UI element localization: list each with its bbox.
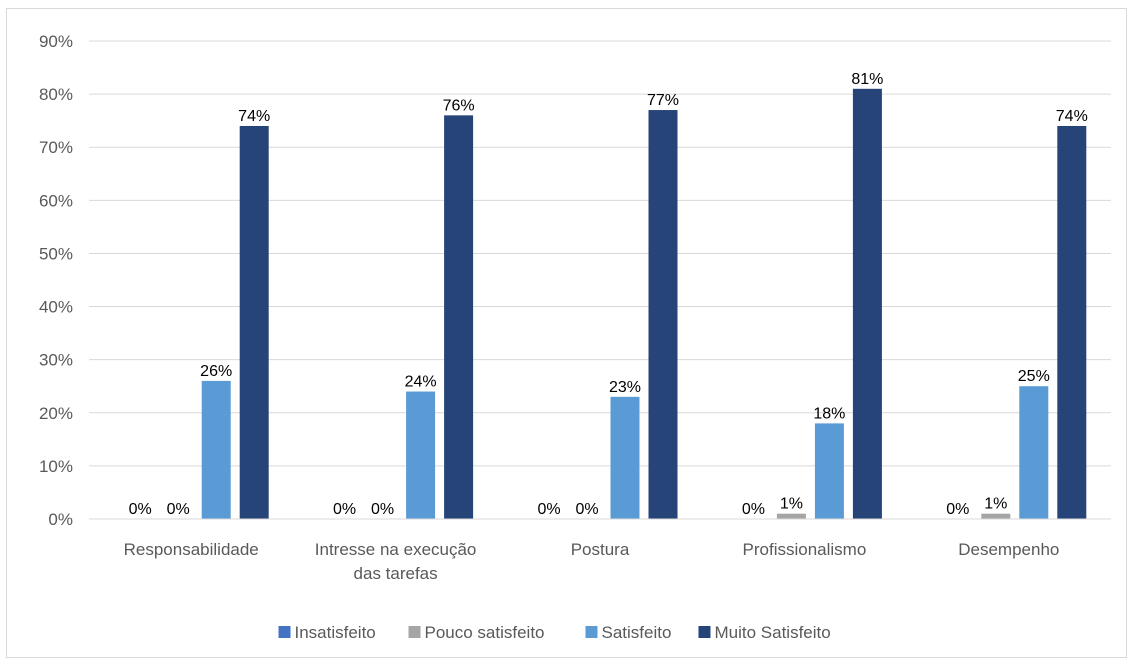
y-tick-label: 70% — [39, 138, 73, 157]
bar — [610, 396, 640, 519]
data-label: 18% — [813, 405, 845, 422]
y-tick-label: 0% — [48, 510, 73, 529]
bar — [648, 110, 678, 520]
x-category-label: Responsabilidade — [124, 540, 259, 559]
bar — [852, 88, 882, 520]
data-label: 0% — [537, 501, 560, 518]
legend-swatch — [408, 626, 421, 638]
x-category-label: Postura — [571, 540, 630, 559]
y-tick-label: 30% — [39, 351, 73, 370]
data-label: 1% — [984, 496, 1007, 513]
legend-swatch — [585, 626, 598, 638]
bar-chart: 0% 10% 20% 30% 40% 50% 60% 70% 80% 90% 0% 0% 26% 74% R… — [39, 32, 1111, 642]
data-label: 0% — [742, 501, 765, 518]
data-label: 23% — [609, 379, 641, 396]
y-tick-label: 90% — [39, 32, 73, 51]
data-label: 0% — [575, 501, 598, 518]
x-category-label: Intresse na execução — [315, 540, 477, 559]
y-tick-label: 20% — [39, 404, 73, 423]
bar — [814, 423, 844, 519]
data-label: 77% — [647, 92, 679, 109]
legend-label: Pouco satisfeito — [425, 623, 545, 642]
x-category-label: Profissionalismo — [743, 540, 867, 559]
data-label: 81% — [851, 71, 883, 88]
legend-swatch — [278, 626, 291, 638]
bar — [406, 391, 436, 519]
legend-label: Muito Satisfeito — [715, 623, 831, 642]
bar — [981, 513, 1011, 519]
bar — [1019, 386, 1049, 519]
y-tick-label: 40% — [39, 298, 73, 317]
data-label: 74% — [1056, 108, 1088, 125]
y-tick-label: 80% — [39, 85, 73, 104]
legend-swatch — [698, 626, 711, 638]
data-label: 1% — [780, 496, 803, 513]
legend-label: Insatisfeito — [295, 623, 376, 642]
data-label: 0% — [129, 501, 152, 518]
chart-frame: 0% 10% 20% 30% 40% 50% 60% 70% 80% 90% 0% 0% 26% 74% R… — [6, 8, 1127, 658]
bar — [201, 380, 231, 519]
data-label: 0% — [371, 501, 394, 518]
bar — [444, 115, 474, 519]
y-tick-label: 10% — [39, 457, 73, 476]
data-label: 24% — [405, 374, 437, 391]
data-label: 74% — [238, 108, 270, 125]
data-label: 0% — [946, 501, 969, 518]
legend-label: Satisfeito — [602, 623, 672, 642]
data-label: 26% — [200, 363, 232, 380]
bar — [239, 125, 269, 519]
y-tick-label: 50% — [39, 244, 73, 263]
x-category-label: Desempenho — [958, 540, 1059, 559]
bar — [1057, 125, 1087, 519]
bar — [776, 513, 806, 519]
data-label: 76% — [443, 97, 475, 114]
x-category-label: das tarefas — [354, 564, 438, 583]
data-label: 25% — [1018, 368, 1050, 385]
y-tick-label: 60% — [39, 191, 73, 210]
data-label: 0% — [333, 501, 356, 518]
data-label: 0% — [167, 501, 190, 518]
